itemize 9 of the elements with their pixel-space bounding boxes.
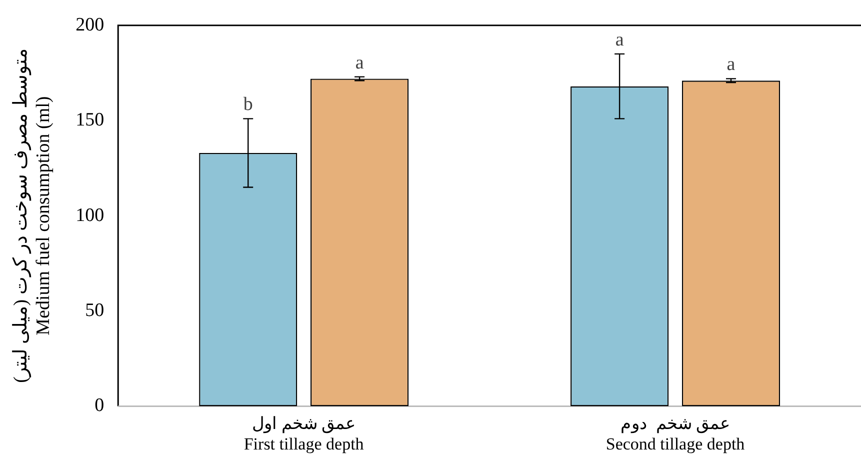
y-tick-label: 100	[76, 204, 104, 226]
y-tick-label: 150	[76, 110, 104, 131]
y-tick-label: 0	[94, 395, 104, 416]
annotation: b	[243, 94, 253, 116]
y-tick-label: 50	[85, 300, 104, 321]
annotation: a	[726, 54, 736, 76]
y-tick-label: 200	[76, 14, 104, 36]
annotation: a	[615, 29, 624, 50]
annotation: a	[355, 52, 364, 74]
